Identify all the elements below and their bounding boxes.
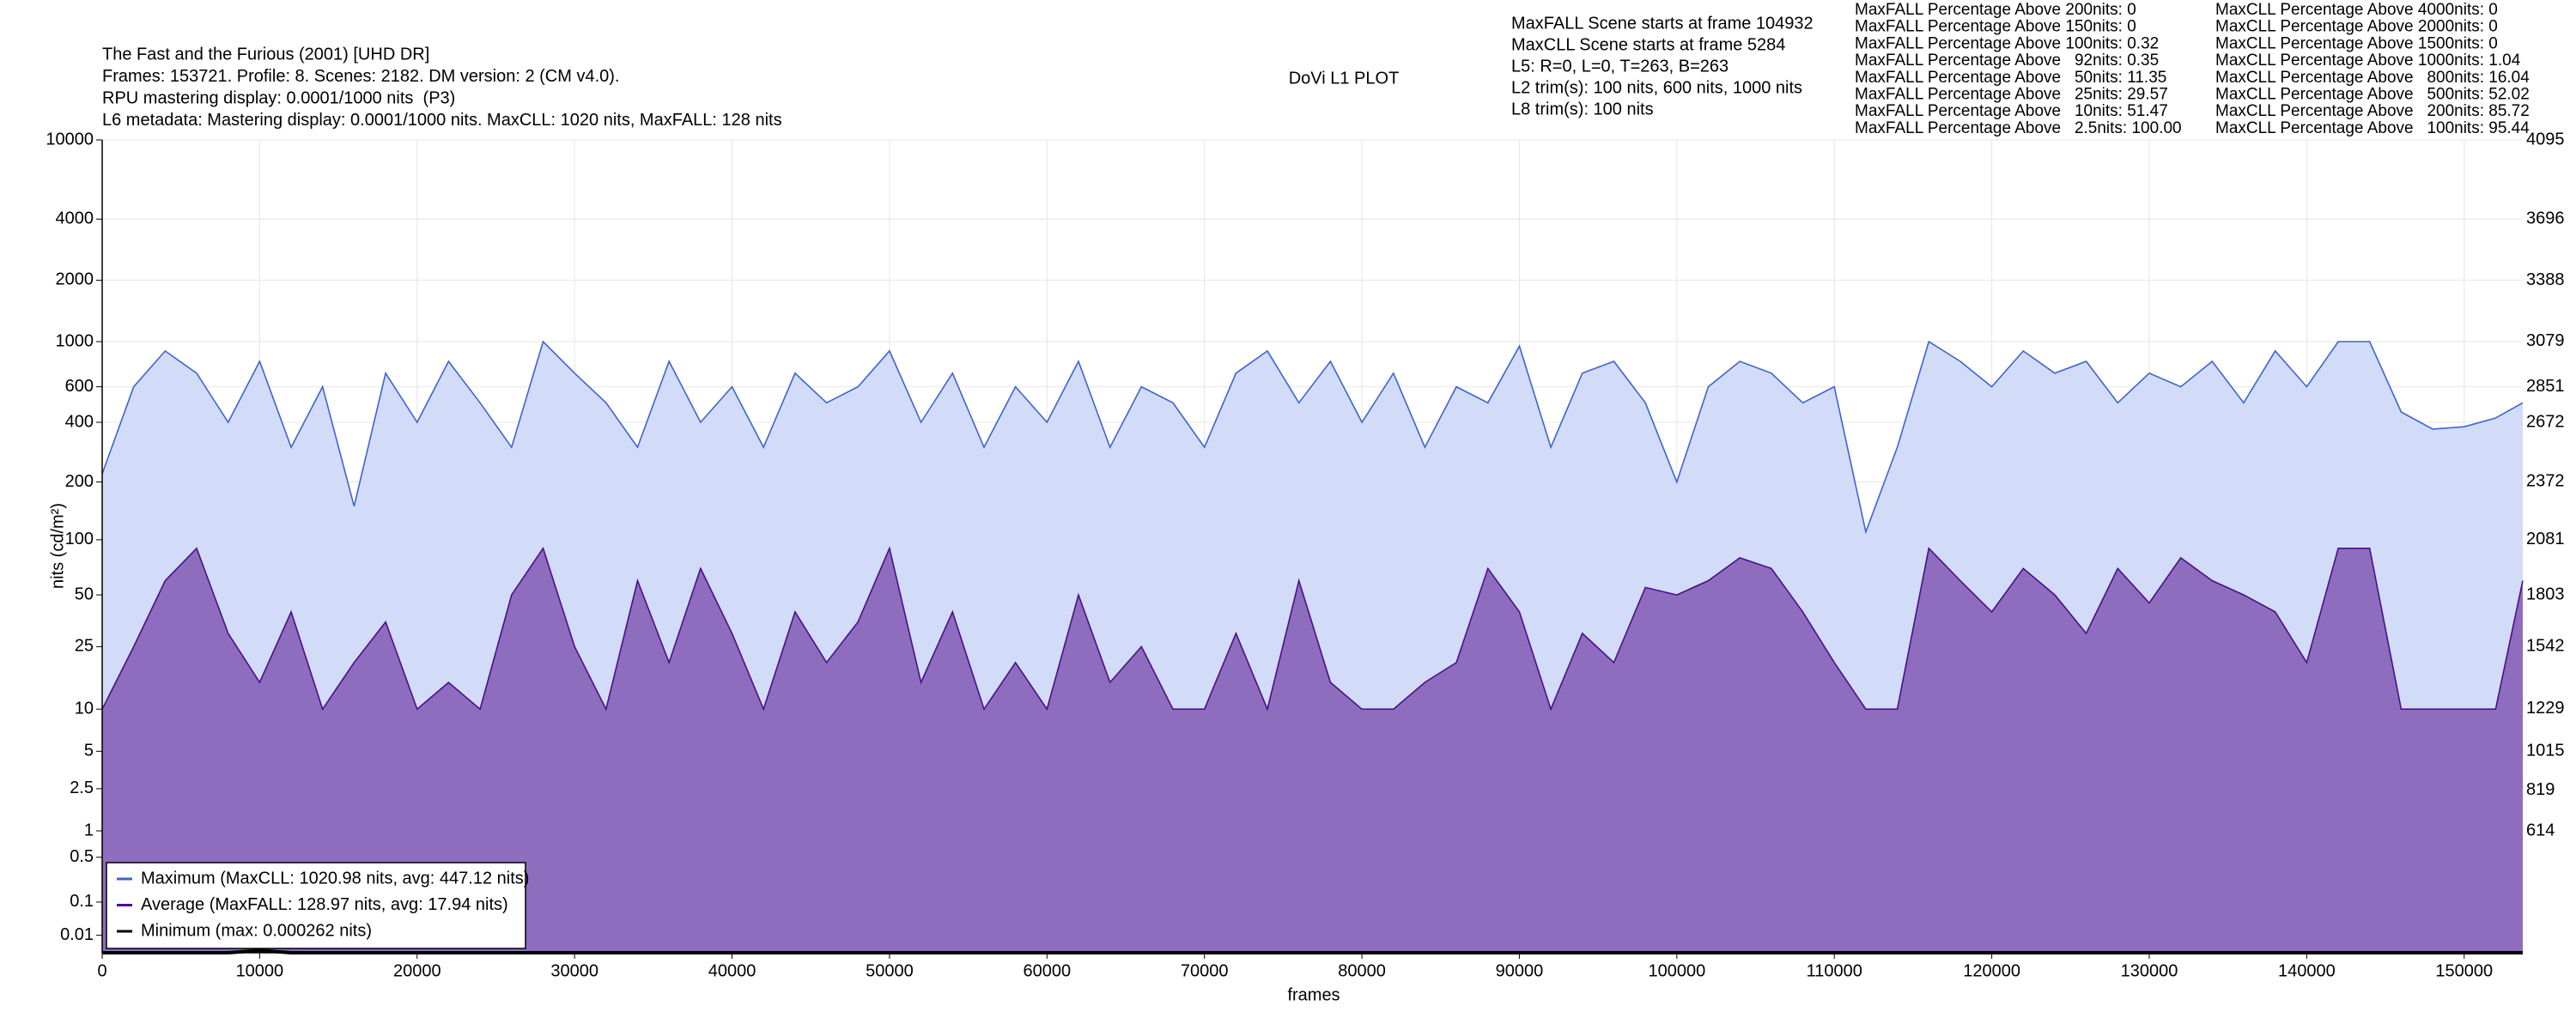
header-line: RPU mastering display: 0.0001/1000 nits … xyxy=(102,88,455,107)
maxfall-stat: MaxFALL Percentage Above 25nits: 29.57 xyxy=(1855,86,2168,104)
legend: Maximum (MaxCLL: 1020.98 nits, avg: 447.… xyxy=(106,862,529,949)
maxfall-stat: MaxFALL Percentage Above 50nits: 11.35 xyxy=(1855,69,2166,87)
y2-tick-label: 1803 xyxy=(2526,585,2565,603)
maxcll-stat: MaxCLL Percentage Above 2000nits: 0 xyxy=(2215,18,2498,36)
series-area xyxy=(102,548,2523,953)
y-tick-label: 50 xyxy=(75,585,94,603)
x-tick-label: 10000 xyxy=(236,961,284,980)
y2-tick-label: 614 xyxy=(2526,821,2555,839)
legend-label: Maximum (MaxCLL: 1020.98 nits, avg: 447.… xyxy=(141,869,529,888)
y2-tick-label: 3079 xyxy=(2526,331,2565,350)
x-tick-label: 70000 xyxy=(1181,961,1229,980)
x-axis-label: frames xyxy=(1287,985,1340,1004)
x-tick-label: 80000 xyxy=(1338,961,1386,980)
maxcll-stat: MaxCLL Percentage Above 4000nits: 0 xyxy=(2215,1,2498,19)
y-axis-label: nits (cd/m²) xyxy=(48,503,67,589)
y2-tick-label: 1015 xyxy=(2526,742,2565,760)
y-tick-label: 1 xyxy=(84,821,94,839)
y-tick-label: 600 xyxy=(65,377,94,396)
y-tick-label: 2.5 xyxy=(70,779,94,797)
maxcll-stat: MaxCLL Percentage Above 800nits: 16.04 xyxy=(2215,69,2530,87)
maxfall-stat: MaxFALL Percentage Above 150nits: 0 xyxy=(1855,18,2136,36)
header-line: L6 metadata: Mastering display: 0.0001/1… xyxy=(102,111,782,130)
legend-label: Minimum (max: 0.000262 nits) xyxy=(141,921,372,940)
y-tick-label: 0.5 xyxy=(70,847,94,866)
x-tick-label: 30000 xyxy=(550,961,598,980)
y2-tick-label: 2081 xyxy=(2526,530,2565,548)
y2-tick-label: 3388 xyxy=(2526,270,2565,289)
header-line: Frames: 153721. Profile: 8. Scenes: 2182… xyxy=(102,67,619,86)
x-tick-label: 150000 xyxy=(2435,961,2493,980)
y-tick-label: 4000 xyxy=(56,209,94,228)
x-tick-label: 140000 xyxy=(2278,961,2336,980)
legend-label: Average (MaxFALL: 128.97 nits, avg: 17.9… xyxy=(141,895,508,914)
info-line: MaxFALL Scene starts at frame 104932 xyxy=(1511,14,1814,33)
y-tick-label: 100 xyxy=(65,530,94,548)
maxfall-stat: MaxFALL Percentage Above 10nits: 51.47 xyxy=(1855,102,2168,120)
maxcll-stat: MaxCLL Percentage Above 100nits: 95.44 xyxy=(2215,119,2530,137)
x-tick-label: 60000 xyxy=(1023,961,1071,980)
maxfall-stat: MaxFALL Percentage Above 100nits: 0.32 xyxy=(1855,34,2159,52)
info-line: L2 trim(s): 100 nits, 600 nits, 1000 nit… xyxy=(1511,78,1802,97)
info-line: L5: R=0, L=0, T=263, B=263 xyxy=(1511,57,1728,76)
y-tick-label: 400 xyxy=(65,412,94,431)
chart-title: DoVi L1 PLOT xyxy=(1289,69,1400,88)
info-line: L8 trim(s): 100 nits xyxy=(1511,100,1654,118)
y-tick-label: 2000 xyxy=(56,270,94,289)
y2-tick-label: 2372 xyxy=(2526,472,2565,491)
info-line: MaxCLL Scene starts at frame 5284 xyxy=(1511,35,1785,54)
y2-tick-label: 1542 xyxy=(2526,637,2565,656)
y-tick-label: 200 xyxy=(65,472,94,491)
series-line xyxy=(101,546,2524,712)
y-tick-label: 10 xyxy=(75,699,94,718)
legend-box xyxy=(106,862,526,949)
y2-tick-label: 1229 xyxy=(2526,699,2565,718)
x-tick-label: 130000 xyxy=(2121,961,2178,980)
series-line xyxy=(101,340,2524,535)
y-tick-label: 10000 xyxy=(46,130,94,148)
maxfall-stat: MaxFALL Percentage Above 2.5nits: 100.00 xyxy=(1855,119,2182,137)
maxcll-stat: MaxCLL Percentage Above 1000nits: 1.04 xyxy=(2215,52,2521,70)
maxcll-stat: MaxCLL Percentage Above 500nits: 52.02 xyxy=(2215,86,2530,104)
maxfall-stat: MaxFALL Percentage Above 92nits: 0.35 xyxy=(1855,52,2159,70)
y-tick-label: 0.1 xyxy=(70,892,94,911)
y2-tick-label: 4095 xyxy=(2526,130,2565,148)
y-tick-label: 0.01 xyxy=(60,925,94,944)
y-tick-label: 5 xyxy=(84,742,94,760)
y2-tick-label: 3696 xyxy=(2526,209,2565,228)
x-tick-label: 120000 xyxy=(1963,961,2020,980)
y2-tick-label: 2672 xyxy=(2526,412,2565,431)
x-tick-label: 50000 xyxy=(866,961,914,980)
x-tick-label: 90000 xyxy=(1496,961,1544,980)
y-tick-label: 1000 xyxy=(56,331,94,350)
x-tick-label: 0 xyxy=(97,961,106,980)
x-tick-label: 100000 xyxy=(1648,961,1705,980)
y2-tick-label: 2851 xyxy=(2526,377,2565,396)
header-line: The Fast and the Furious (2001) [UHD DR] xyxy=(102,45,429,64)
y-tick-label: 25 xyxy=(75,637,94,656)
maxfall-stat: MaxFALL Percentage Above 200nits: 0 xyxy=(1855,1,2136,19)
y2-tick-label: 819 xyxy=(2526,780,2555,799)
maxcll-stat: MaxCLL Percentage Above 1500nits: 0 xyxy=(2215,34,2498,52)
x-tick-label: 20000 xyxy=(393,961,441,980)
x-tick-label: 40000 xyxy=(708,961,756,980)
maxcll-stat: MaxCLL Percentage Above 200nits: 85.72 xyxy=(2215,102,2530,120)
x-tick-label: 110000 xyxy=(1807,961,1862,980)
